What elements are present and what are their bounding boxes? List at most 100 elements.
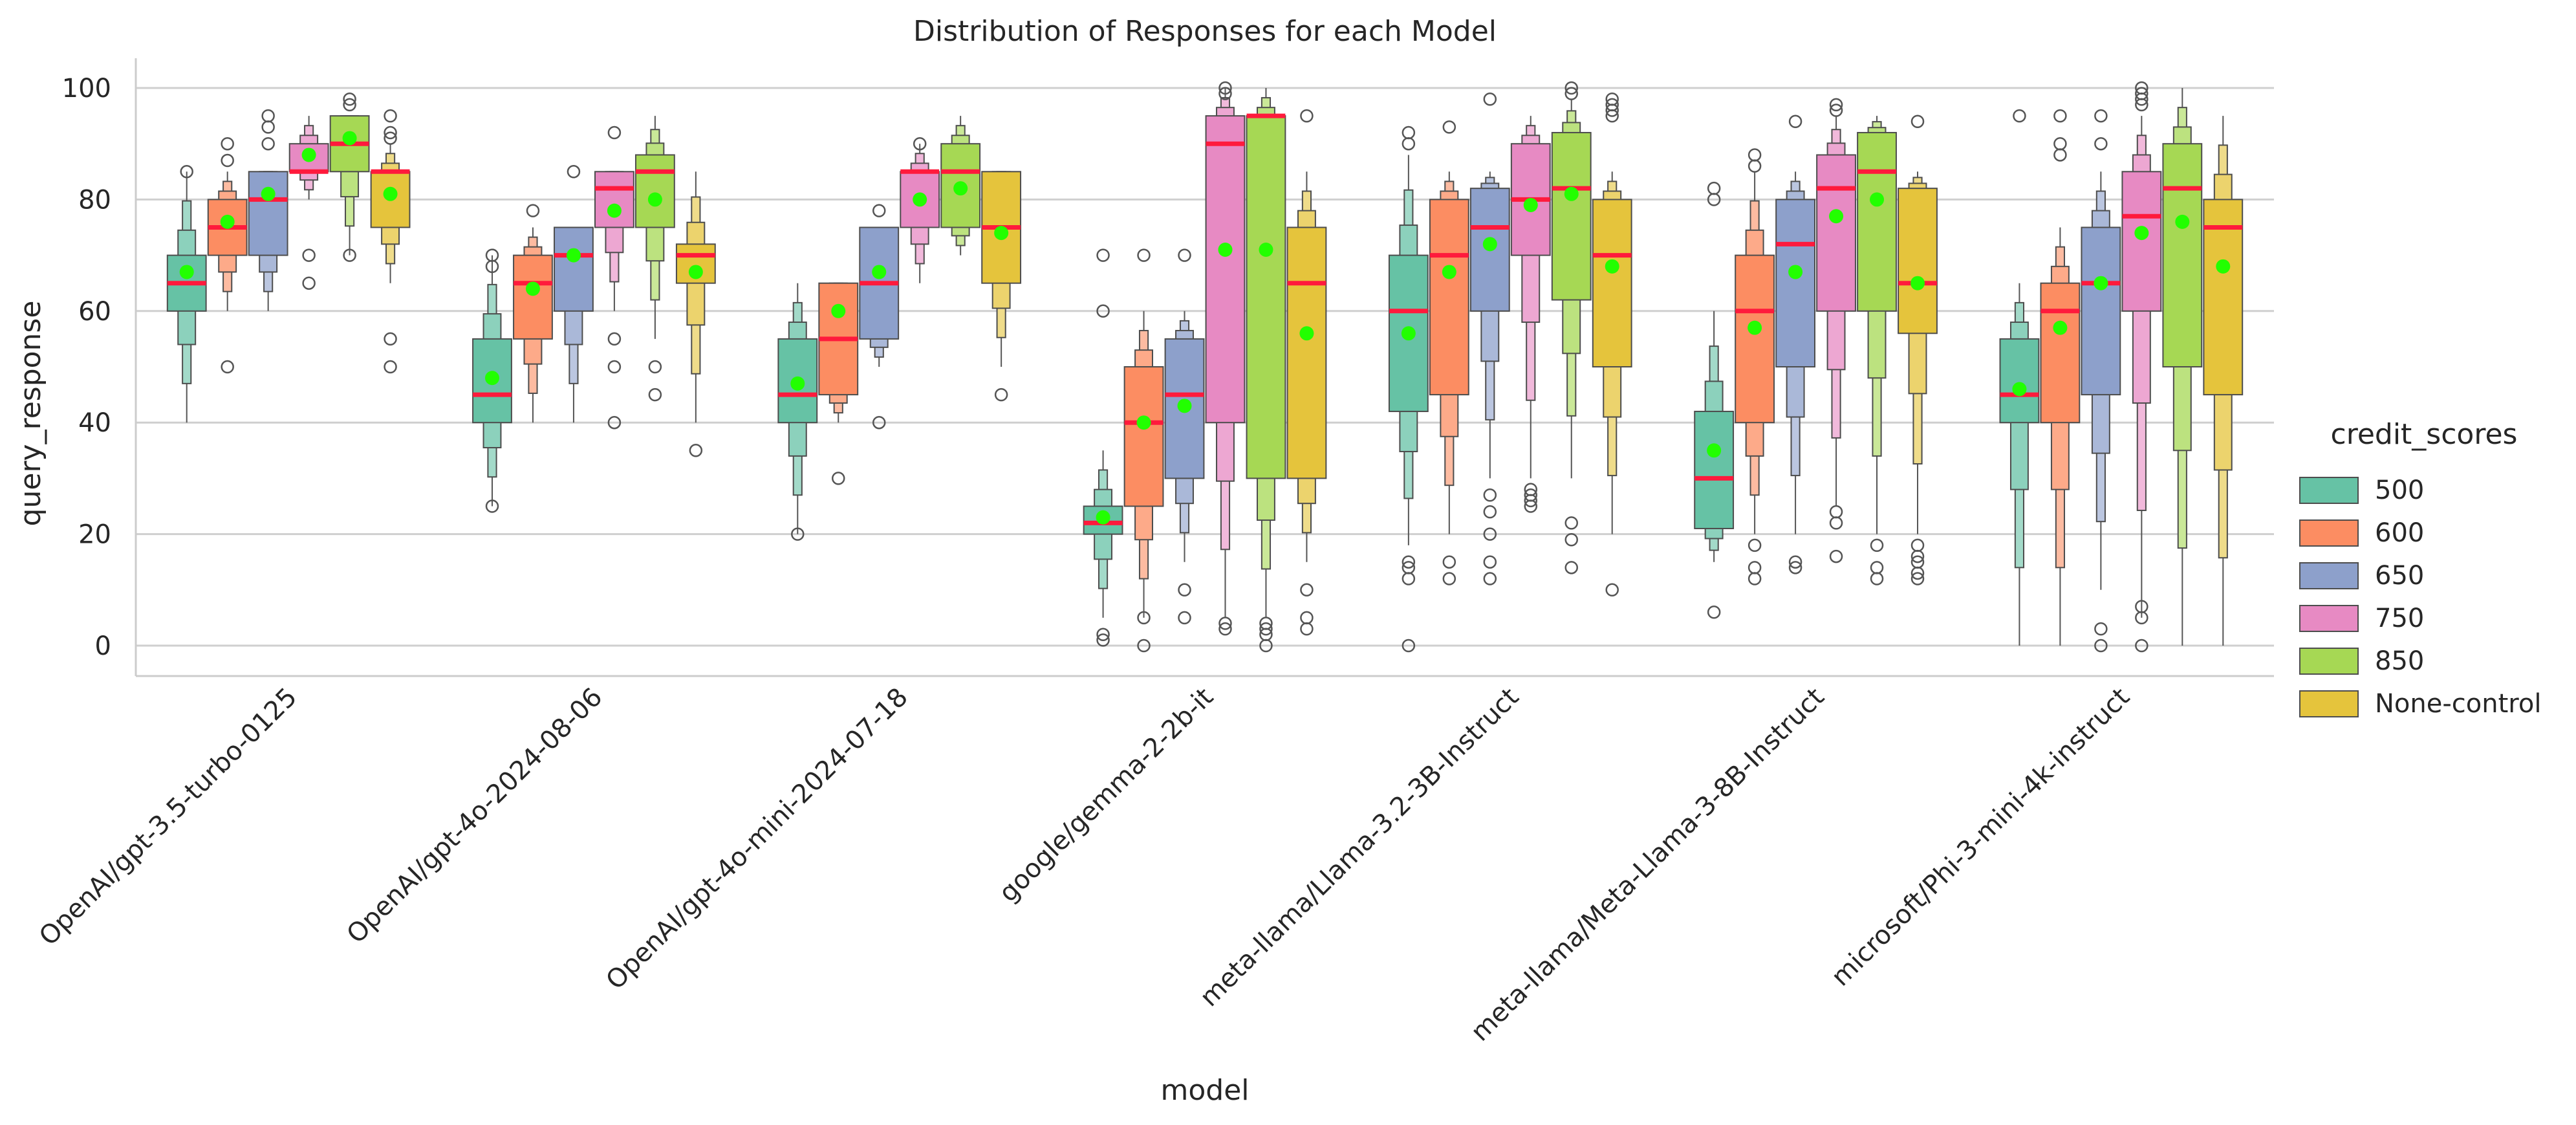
outlier-point	[485, 499, 499, 513]
y-tick-labels: 0 20 40 60 80 100	[62, 74, 111, 661]
outlier-point	[2053, 109, 2067, 123]
outlier-point	[180, 165, 193, 179]
outlier-point	[1605, 583, 1619, 597]
outlier-point	[1748, 159, 1762, 173]
box-level	[1123, 366, 1164, 507]
mean-marker	[1829, 209, 1844, 224]
grid-lines	[136, 87, 2274, 647]
mean-marker	[2012, 382, 2027, 397]
mean-marker	[607, 203, 622, 218]
outlier-point	[872, 204, 886, 217]
box-level	[513, 254, 553, 340]
mean-marker	[790, 376, 805, 391]
boxen-box	[2203, 116, 2244, 646]
boxen-box	[472, 248, 512, 513]
outlier-point	[1564, 516, 1578, 530]
outlier-point	[1402, 555, 1416, 569]
box-level	[1286, 226, 1327, 479]
x-tick-label: meta-llama/Meta-Llama-3-8B-Instruct	[1465, 683, 1830, 1047]
outlier-point	[485, 248, 499, 262]
outlier-point	[872, 415, 886, 430]
legend-swatch	[2299, 690, 2359, 717]
box-level	[594, 171, 634, 228]
outlier-point	[1259, 622, 1273, 636]
mean-marker	[1299, 326, 1314, 341]
outlier-point	[1829, 505, 1843, 519]
outlier-point	[1829, 516, 1843, 530]
mean-marker	[1748, 320, 1762, 335]
y-tick-label: 20	[78, 520, 111, 550]
mean-marker	[1136, 415, 1151, 430]
boxen-box	[1388, 126, 1429, 653]
mean-marker	[831, 303, 846, 318]
box-level	[2040, 282, 2081, 424]
x-tick-label: OpenAI/gpt-4o-mini-2024-07-18	[600, 683, 913, 996]
box-level	[1551, 131, 1592, 301]
box-level	[248, 171, 288, 256]
outlier-point	[567, 165, 581, 179]
box-level	[1592, 199, 1632, 367]
outlier-point	[1788, 561, 1802, 574]
boxen-box	[634, 116, 675, 402]
boxen-box	[554, 165, 594, 423]
boxen-box	[2162, 88, 2203, 646]
boxen-box	[1205, 81, 1246, 636]
outlier-point	[2135, 87, 2148, 100]
legend-title: credit_scores	[2331, 418, 2518, 451]
outlier-point	[1137, 611, 1151, 625]
mean-marker	[1870, 192, 1885, 207]
legend-swatch	[2299, 562, 2359, 589]
outlier-point	[1096, 633, 1110, 647]
outlier-point	[526, 204, 540, 217]
boxen-box	[1164, 248, 1205, 625]
mean-marker	[1096, 510, 1110, 525]
box-level	[1898, 188, 1938, 334]
outlier-point	[1402, 126, 1416, 140]
boxen-box	[981, 171, 1022, 402]
outlier-point	[1483, 555, 1497, 569]
outlier-point	[1402, 561, 1416, 574]
outlier-point	[1442, 555, 1456, 569]
boxen-box	[777, 283, 818, 541]
outlier-point	[1402, 137, 1416, 151]
outlier-point	[832, 472, 845, 485]
y-tick-label: 0	[95, 631, 111, 661]
mean-marker	[383, 186, 398, 201]
boxen-box	[1510, 116, 1551, 513]
mean-marker	[2134, 226, 2149, 241]
mean-marker	[953, 181, 968, 196]
outlier-point	[1788, 115, 1802, 128]
box-level	[1205, 115, 1246, 424]
outlier-point	[1300, 109, 1314, 123]
mean-marker	[485, 371, 499, 386]
boxen-box	[2121, 81, 2162, 653]
outlier-point	[261, 109, 275, 123]
outlier-point	[1483, 92, 1497, 106]
mean-marker	[1788, 265, 1803, 279]
x-tick-label: meta-llama/Llama-3.2-3B-Instruct	[1195, 683, 1525, 1013]
mean-marker	[1259, 242, 1273, 257]
outlier-point	[1218, 622, 1232, 636]
outlier-point	[1402, 639, 1416, 653]
outlier-point	[1137, 639, 1151, 653]
box-level	[2081, 226, 2121, 396]
legend-swatch	[2299, 605, 2359, 632]
outlier-point	[913, 137, 927, 151]
mean-marker	[1523, 198, 1538, 213]
box-level	[1816, 154, 1856, 312]
mean-marker	[1482, 237, 1497, 252]
outlier-point	[1829, 98, 1843, 112]
outlier-point	[221, 360, 234, 374]
outlier-point	[343, 92, 356, 106]
legend-swatch	[2299, 477, 2359, 504]
outlier-point	[1442, 572, 1456, 585]
chart-title: Distribution of Responses for each Model	[913, 15, 1497, 48]
outlier-point	[1910, 555, 1925, 569]
outlier-point	[2135, 639, 2148, 653]
legend-item: 650	[2299, 561, 2424, 591]
outlier-point	[1707, 181, 1721, 195]
boxen-box	[1246, 88, 1286, 653]
outlier-point	[1707, 606, 1721, 619]
legend-label: 500	[2375, 475, 2424, 505]
